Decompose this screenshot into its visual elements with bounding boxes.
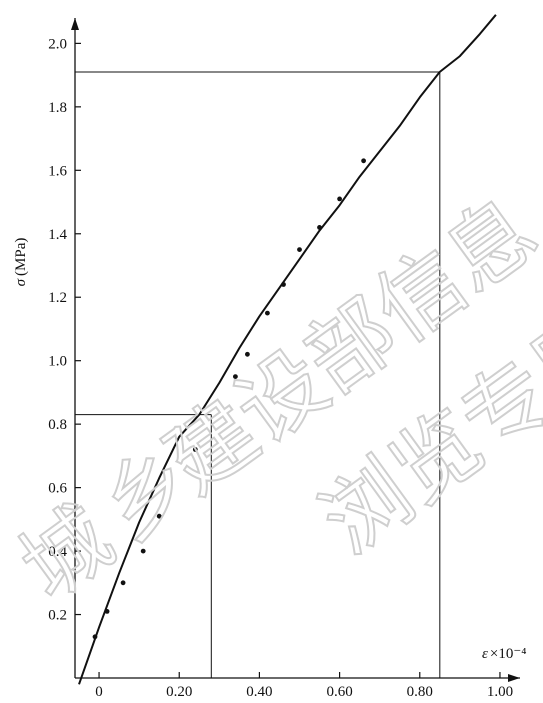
x-tick-label: 0.20 bbox=[166, 684, 192, 700]
y-axis-symbol: σ bbox=[13, 278, 29, 286]
x-tick-label: 1.00 bbox=[487, 684, 513, 700]
x-tick-label: 0.80 bbox=[407, 684, 433, 700]
y-axis-label: σ (MPa) bbox=[13, 238, 29, 287]
y-tick-label: 0.8 bbox=[48, 417, 67, 433]
y-axis-unit: (MPa) bbox=[13, 238, 29, 276]
data-point bbox=[140, 548, 146, 554]
y-tick-label: 2.0 bbox=[48, 36, 67, 52]
data-point bbox=[337, 196, 342, 202]
data-point bbox=[104, 609, 110, 614]
x-axis-symbol: ε bbox=[482, 646, 488, 662]
y-tick-label: 1.4 bbox=[48, 227, 67, 243]
y-axis-arrow-icon bbox=[71, 18, 79, 30]
y-tick-label: 1.6 bbox=[48, 163, 67, 179]
curve-layer bbox=[78, 14, 497, 685]
reference-lines bbox=[75, 71, 441, 678]
data-point bbox=[120, 580, 126, 586]
data-point bbox=[297, 247, 302, 253]
data-point bbox=[233, 374, 238, 379]
x-axis-label: ε ×10⁻⁴ bbox=[482, 646, 527, 662]
y-tick-label: 0.6 bbox=[48, 481, 67, 497]
y-tick-label: 1.8 bbox=[48, 100, 67, 116]
axes bbox=[71, 18, 520, 682]
data-point bbox=[361, 158, 366, 164]
data-point bbox=[92, 634, 98, 640]
data-point bbox=[265, 310, 270, 316]
y-tick-label: 0.2 bbox=[48, 608, 67, 624]
x-tick-label: 0.60 bbox=[326, 684, 352, 700]
x-tick-label: 0 bbox=[95, 684, 103, 700]
data-point bbox=[317, 225, 322, 230]
data-point bbox=[281, 282, 286, 287]
y-tick-label: 1.2 bbox=[48, 290, 67, 306]
x-axis-unit: ×10⁻⁴ bbox=[490, 646, 527, 662]
y-tick-label: 1.0 bbox=[48, 354, 67, 370]
x-ticks: 0 0.20 0.40 0.60 0.80 1.00 bbox=[95, 672, 513, 700]
y-ticks: 0.2 0.4 0.6 0.8 1.0 1.2 1.4 1.6 1.8 2.0 bbox=[48, 36, 81, 624]
fitted-curve-line bbox=[78, 14, 497, 685]
x-axis-arrow-icon bbox=[508, 674, 520, 682]
watermark: 建设部信息 乡 浏览专用 城 bbox=[2, 179, 543, 620]
y-tick-label: 0.4 bbox=[48, 544, 67, 560]
data-point bbox=[192, 447, 198, 452]
x-tick-label: 0.40 bbox=[246, 684, 272, 700]
points-layer bbox=[92, 158, 366, 640]
data-point bbox=[245, 351, 250, 357]
data-point bbox=[156, 513, 162, 519]
